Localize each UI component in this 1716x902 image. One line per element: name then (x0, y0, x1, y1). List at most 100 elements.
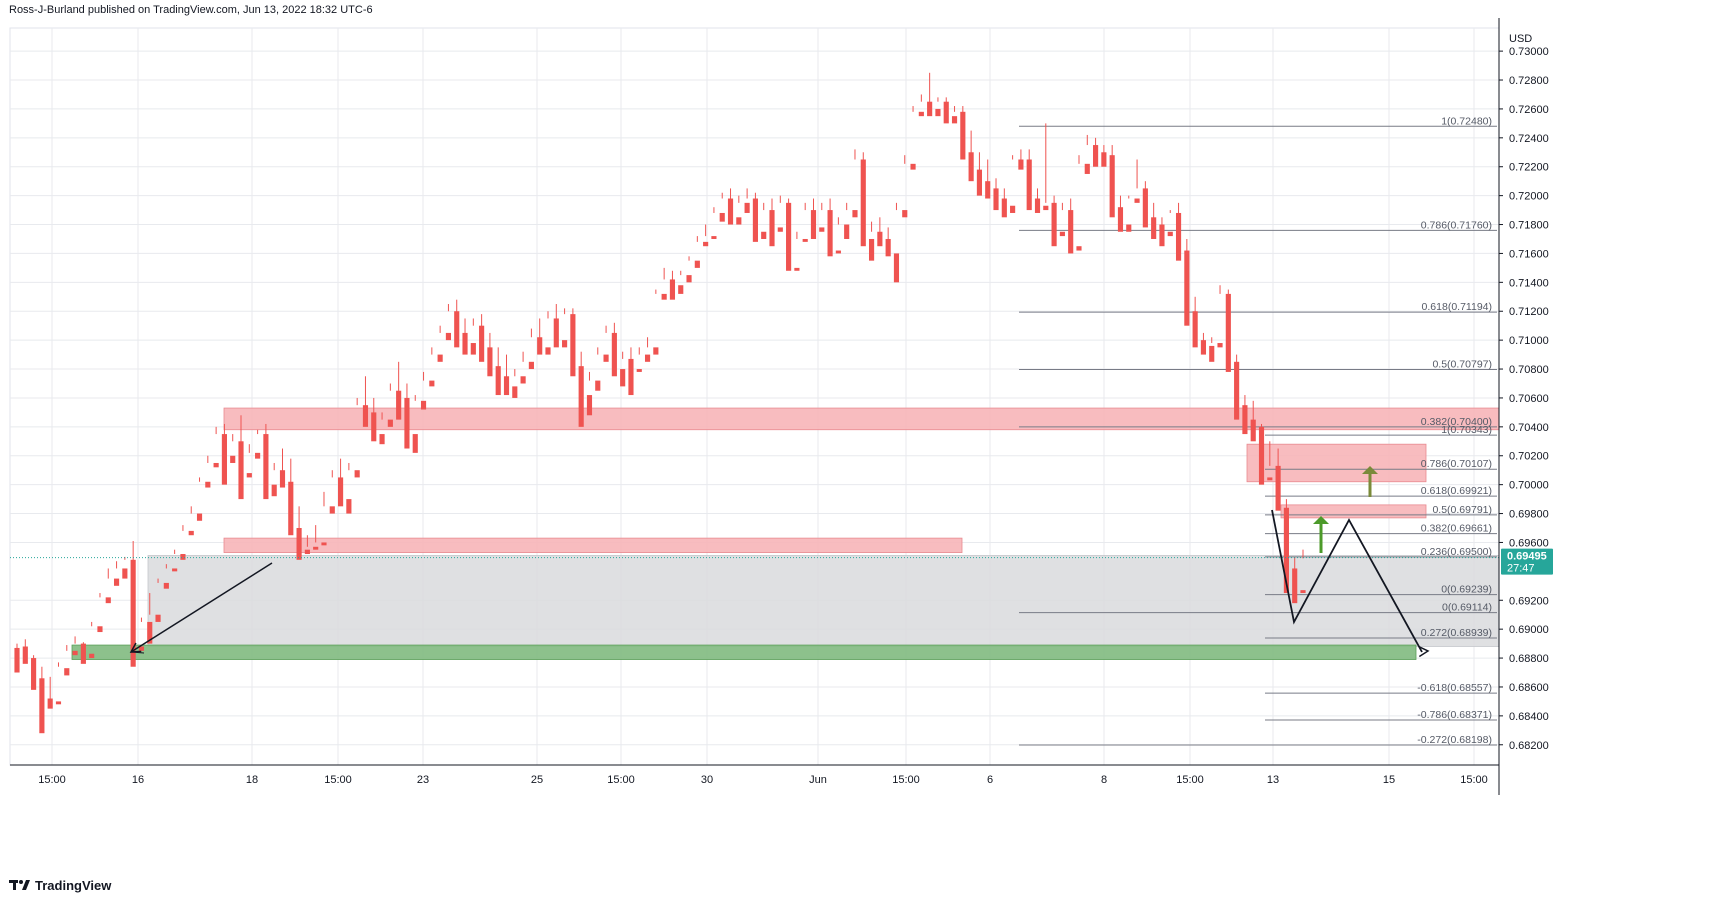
candle-body (338, 477, 344, 507)
candle (993, 178, 999, 211)
y-tick-label: 0.72600 (1509, 104, 1549, 116)
candle-body (1001, 198, 1007, 218)
candle-body (1192, 311, 1198, 348)
candle (769, 198, 775, 247)
candle-body (346, 499, 352, 514)
candle (528, 328, 534, 370)
y-tick-label: 0.70600 (1509, 393, 1549, 405)
candle-body (238, 441, 244, 500)
candle-body (794, 267, 800, 271)
tradingview-logo-icon[interactable] (9, 878, 31, 892)
candle-body (711, 236, 717, 239)
candle-body (479, 325, 485, 362)
candle (976, 152, 982, 196)
candle (1283, 499, 1289, 594)
candle-body (1126, 224, 1132, 232)
candle (686, 256, 692, 283)
current-price-badge (1501, 548, 1553, 575)
candle (794, 231, 800, 271)
tradingview-brand[interactable]: TradingView (35, 877, 112, 893)
candle (155, 578, 161, 622)
candle (802, 202, 808, 242)
candle (487, 332, 493, 377)
candle (1084, 134, 1090, 174)
candle-body (462, 332, 468, 355)
candle (860, 152, 866, 247)
candle-body (138, 646, 145, 651)
fib-label: 0(0.69239) (1441, 584, 1492, 596)
candle (105, 568, 111, 604)
candle-body (213, 462, 219, 468)
candle-body (495, 366, 501, 396)
candle (255, 429, 261, 459)
zone-support (223, 537, 963, 553)
candle-body (910, 163, 916, 170)
black-arrow-line (130, 562, 273, 653)
fib-label: 0(0.69114) (1442, 602, 1492, 614)
candle (196, 477, 203, 521)
candle-body (55, 701, 62, 705)
zone-range (147, 555, 1500, 647)
candle-body (379, 434, 385, 445)
candle-body (1117, 207, 1124, 232)
candle-body (1010, 205, 1016, 213)
candle (553, 304, 559, 348)
candle (122, 556, 128, 579)
candle (420, 371, 427, 410)
candle (1018, 149, 1024, 170)
y-tick-label: 0.68800 (1509, 653, 1549, 665)
y-tick-label: 0.70200 (1509, 451, 1549, 463)
candle-body (1209, 345, 1215, 362)
candle-body (412, 434, 418, 453)
candle (918, 94, 924, 117)
fib-label: 0.382(0.69661) (1421, 523, 1492, 535)
candle (338, 458, 344, 507)
candle-body (960, 111, 966, 160)
y-tick-label: 0.71000 (1509, 335, 1549, 347)
candle-body (97, 626, 103, 633)
candle-body (761, 231, 767, 239)
candle-body (636, 369, 642, 372)
candle (935, 97, 941, 117)
fib-label: 0.786(0.71760) (1421, 219, 1492, 231)
candle (711, 207, 717, 239)
candle (1192, 296, 1198, 348)
candle-body (1184, 250, 1190, 326)
candle (868, 221, 875, 261)
candle (1043, 123, 1049, 211)
candle (844, 202, 850, 239)
candle-body (1159, 224, 1165, 247)
candle (744, 188, 750, 213)
candle-body (1026, 159, 1032, 211)
candle (64, 645, 70, 676)
candle (479, 314, 485, 362)
candle (271, 462, 277, 497)
candle-body (537, 337, 543, 355)
fib-label: -0.618(0.68557) (1417, 682, 1492, 694)
candle (727, 188, 734, 225)
black-arrow-tail (130, 651, 145, 654)
candle-body (1167, 231, 1173, 237)
candle-body (512, 386, 518, 398)
candle (55, 662, 62, 705)
fib-label: 0.382(0.70400) (1421, 416, 1492, 428)
candle (951, 106, 958, 124)
candle-body (1084, 163, 1090, 174)
candle-body (64, 668, 70, 676)
zone-resistance-lower (1280, 504, 1427, 519)
x-tick-label: 8 (1101, 774, 1107, 786)
x-tick-label: 6 (987, 774, 993, 786)
candle (810, 198, 817, 239)
candle (1134, 159, 1140, 203)
candle-body (1109, 155, 1115, 218)
x-tick-label: 15:00 (1176, 774, 1204, 786)
candle-body (445, 332, 452, 341)
candle-body (72, 650, 78, 656)
candle (910, 106, 916, 170)
candle-body (1076, 246, 1082, 251)
chart-zones (71, 407, 1500, 660)
candle-body (39, 678, 45, 734)
candle-body (827, 210, 833, 257)
countdown-label: 27:47 (1507, 563, 1535, 575)
